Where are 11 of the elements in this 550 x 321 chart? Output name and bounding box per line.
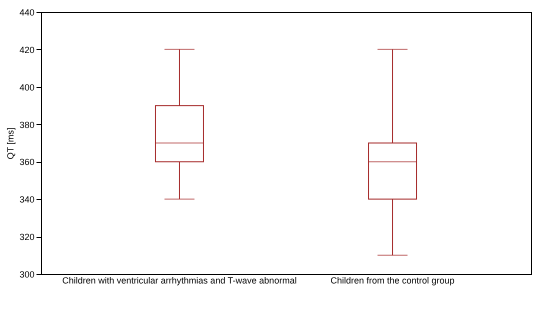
y-tick-label: 400 — [19, 82, 34, 92]
y-tick-label: 440 — [19, 8, 34, 18]
y-tick-label: 300 — [19, 270, 34, 280]
y-tick-label: 360 — [19, 157, 34, 168]
y-tick-label: 320 — [19, 232, 34, 242]
y-tick-label: 340 — [19, 194, 34, 205]
x-tick-label: Children with ventricular arrhythmias and T-wave abnormal — [62, 276, 297, 286]
y-tick-label: 380 — [19, 120, 34, 130]
x-tick-label: Children from the control group — [330, 276, 455, 286]
y-axis-title: QT [ms] — [5, 128, 16, 160]
y-tick-label: 420 — [19, 44, 34, 55]
